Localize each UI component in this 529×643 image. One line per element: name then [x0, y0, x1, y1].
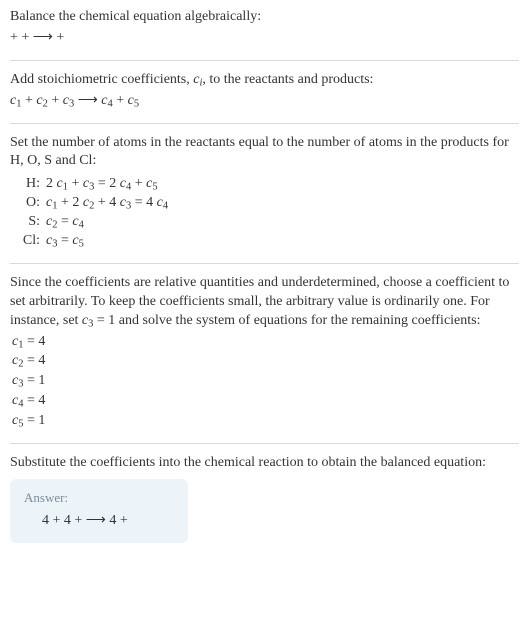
- row-H-p2: +: [131, 176, 146, 191]
- unbalanced-equation: + + ⟶ +: [10, 29, 519, 48]
- row-H-label: H:: [14, 175, 46, 194]
- c5-sub: 5: [134, 98, 139, 109]
- row-O-p2: + 4: [94, 195, 119, 210]
- plus-3: +: [113, 93, 128, 108]
- row-H: H: 2 c1 + c3 = 2 c4 + c5: [14, 175, 519, 194]
- row-O-c4s: 4: [163, 201, 168, 212]
- a2v: = 4: [23, 353, 45, 368]
- step3-text-b: = 1 and solve the system of equations fo…: [93, 313, 480, 328]
- row-O-eq: c1 + 2 c2 + 4 c3 = 4 c4: [46, 194, 168, 213]
- a4v: = 4: [23, 393, 45, 408]
- row-S-label: S:: [14, 213, 46, 232]
- row-O: O: c1 + 2 c2 + 4 c3 = 4 c4: [14, 194, 519, 213]
- answer-label: Answer:: [24, 489, 174, 507]
- plus-2: +: [48, 93, 63, 108]
- a3v: = 1: [23, 373, 45, 388]
- row-O-label: O:: [14, 194, 46, 213]
- row-Cl-c5s: 5: [79, 239, 84, 250]
- reaction-arrow: ⟶: [74, 93, 101, 108]
- separator-3: [10, 263, 519, 264]
- row-Cl: Cl: c3 = c5: [14, 232, 519, 251]
- assign-c5: c5 = 1: [12, 412, 519, 431]
- a5v: = 1: [23, 413, 45, 428]
- separator-4: [10, 443, 519, 444]
- row-S-c4s: 4: [79, 220, 84, 231]
- step1-text-a: Add stoichiometric coefficients,: [10, 72, 193, 87]
- step1-text: Add stoichiometric coefficients, ci, to …: [10, 71, 519, 90]
- row-Cl-eq-sign: =: [57, 233, 72, 248]
- plus-1: +: [21, 93, 36, 108]
- row-Cl-eq: c3 = c5: [46, 232, 84, 251]
- a1v: = 4: [23, 334, 45, 349]
- page: Balance the chemical equation algebraica…: [0, 0, 529, 553]
- stoich-equation: c1 + c2 + c3 ⟶ c4 + c5: [10, 92, 519, 111]
- row-S: S: c2 = c4: [14, 213, 519, 232]
- assign-c1: c1 = 4: [12, 333, 519, 352]
- step4-text: Substitute the coefficients into the che…: [10, 454, 519, 473]
- row-H-eq: 2 c1 + c3 = 2 c4 + c5: [46, 175, 158, 194]
- step3-text: Since the coefficients are relative quan…: [10, 274, 519, 331]
- row-Cl-label: Cl:: [14, 232, 46, 251]
- assign-c3: c3 = 1: [12, 372, 519, 391]
- answer-box: Answer: 4 + 4 + ⟶ 4 +: [10, 479, 188, 543]
- row-H-2: 2: [46, 176, 57, 191]
- assign-c2: c2 = 4: [12, 352, 519, 371]
- row-H-c5s: 5: [152, 182, 157, 193]
- answer-equation: 4 + 4 + ⟶ 4 +: [24, 512, 174, 531]
- row-S-eq: c2 = c4: [46, 213, 84, 232]
- row-H-p1: +: [68, 176, 83, 191]
- row-S-eq-sign: =: [57, 214, 72, 229]
- separator-2: [10, 123, 519, 124]
- assignments: c1 = 4 c2 = 4 c3 = 1 c4 = 4 c5 = 1: [12, 333, 519, 431]
- separator-1: [10, 60, 519, 61]
- step2-text: Set the number of atoms in the reactants…: [10, 134, 519, 172]
- step1-text-b: , to the reactants and products:: [202, 72, 373, 87]
- atom-balance-table: H: 2 c1 + c3 = 2 c4 + c5 O: c1 + 2 c2 + …: [14, 175, 519, 251]
- row-H-eq-sign: = 2: [94, 176, 119, 191]
- row-O-eq-sign: = 4: [131, 195, 156, 210]
- intro-line: Balance the chemical equation algebraica…: [10, 8, 519, 27]
- assign-c4: c4 = 4: [12, 392, 519, 411]
- row-O-p1: + 2: [57, 195, 82, 210]
